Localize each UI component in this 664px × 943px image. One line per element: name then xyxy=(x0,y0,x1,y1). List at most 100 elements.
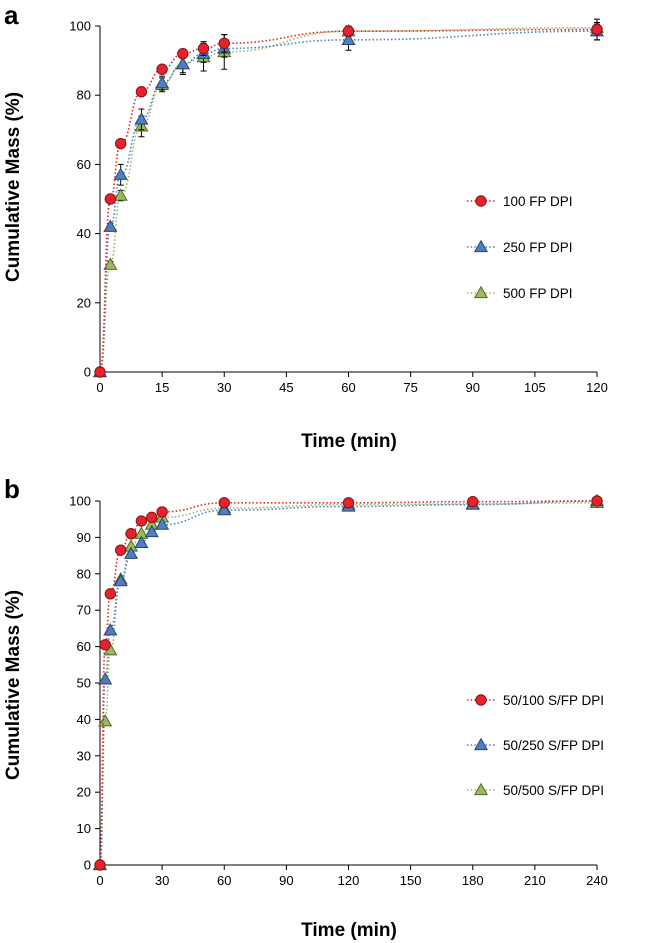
data-point xyxy=(115,137,127,150)
x-tick-label: 90 xyxy=(466,380,480,395)
legend-label: 500 FP DPI xyxy=(503,286,573,301)
y-tick-label: 0 xyxy=(84,858,91,873)
y-tick-label: 40 xyxy=(77,226,91,241)
x-tick-label: 210 xyxy=(524,873,546,888)
data-point xyxy=(113,167,128,180)
x-tick-label: 90 xyxy=(279,873,293,888)
x-tick-label: 0 xyxy=(96,380,103,395)
y-axis-title: Cumulative Mass (%) xyxy=(3,590,24,780)
y-tick-label: 20 xyxy=(77,785,91,800)
data-point xyxy=(115,544,127,556)
y-tick-label: 50 xyxy=(77,676,91,691)
data-point xyxy=(125,528,137,540)
legend-marker xyxy=(473,782,489,796)
x-tick-label: 120 xyxy=(338,873,360,888)
x-tick-label: 75 xyxy=(403,380,417,395)
y-tick-label: 80 xyxy=(77,566,91,581)
legend: 50/100 S/FP DPI 50/250 S/FP DPI 50/500 S/F… xyxy=(467,693,604,798)
legend-label: 100 FP DPI xyxy=(503,194,573,209)
data-point xyxy=(99,639,111,651)
data-point xyxy=(146,511,158,524)
y-tick-label: 70 xyxy=(77,603,91,618)
data-point xyxy=(341,32,356,45)
data-point xyxy=(591,495,603,507)
data-point xyxy=(218,37,230,49)
legend: 100 FP DPI 250 FP DPI 500 FP DPI xyxy=(467,194,573,301)
data-point xyxy=(591,23,603,36)
data-point xyxy=(175,56,190,70)
x-tick-label: 60 xyxy=(341,380,355,395)
x-tick-label: 15 xyxy=(155,380,169,395)
legend-marker xyxy=(475,195,487,207)
data-point xyxy=(177,47,189,60)
x-tick-label: 30 xyxy=(155,873,169,888)
axes: 0 30 60 90 120 150 180 210 240 0 10 20 30 40 50 60 70 80 9… xyxy=(69,494,608,889)
x-tick-label: 180 xyxy=(462,873,484,888)
y-axis-title: Cumulative Mass (%) xyxy=(3,92,24,282)
panel-a: a Cumulative Mass (%) Time (min) 0 15 30 45… xyxy=(3,0,608,452)
legend-label: 250 FP DPI xyxy=(503,240,573,255)
data-point xyxy=(144,524,159,538)
series-2 xyxy=(92,493,605,871)
legend-entry: 50/500 S/FP DPI xyxy=(467,782,604,798)
series-line xyxy=(99,502,598,866)
y-tick-label: 60 xyxy=(77,157,91,172)
data-point xyxy=(156,506,168,518)
data-point xyxy=(134,535,149,549)
data-point xyxy=(94,859,106,871)
y-tick-label: 90 xyxy=(77,530,91,545)
legend-entry: 50/100 S/FP DPI xyxy=(467,693,604,708)
legend-marker xyxy=(475,694,487,706)
data-point xyxy=(342,497,355,509)
data-point xyxy=(98,714,113,727)
y-tick-label: 0 xyxy=(84,365,91,380)
panel-letter-a: a xyxy=(4,0,19,30)
series-1 xyxy=(94,495,603,871)
data-point xyxy=(217,502,232,516)
y-tick-label: 100 xyxy=(69,494,91,509)
data-point xyxy=(113,573,128,587)
y-tick-label: 100 xyxy=(69,19,91,34)
x-tick-label: 240 xyxy=(586,873,608,888)
x-tick-label: 120 xyxy=(586,380,608,395)
x-tick-label: 105 xyxy=(524,380,546,395)
data-point xyxy=(124,546,139,559)
legend-label: 50/500 S/FP DPI xyxy=(503,783,604,798)
data-point xyxy=(104,193,117,205)
x-tick-label: 60 xyxy=(217,873,231,888)
y-tick-label: 40 xyxy=(77,712,91,727)
y-tick-label: 30 xyxy=(77,748,91,763)
legend-marker xyxy=(473,737,489,751)
data-point xyxy=(94,366,106,378)
legend-entry: 500 FP DPI xyxy=(467,285,573,301)
panel-b: b Cumulative Mass (%) Time (min) 0 30 60 90… xyxy=(3,474,608,941)
y-tick-label: 60 xyxy=(77,639,91,654)
data-point xyxy=(104,588,117,600)
x-tick-label: 30 xyxy=(217,380,231,395)
data-point xyxy=(155,75,170,89)
y-tick-label: 20 xyxy=(77,295,91,310)
x-tick-label: 150 xyxy=(400,873,422,888)
series-3 xyxy=(92,495,605,871)
data-point xyxy=(134,112,149,125)
x-tick-label: 0 xyxy=(96,873,103,888)
panel-letter-b: b xyxy=(4,474,20,504)
data-point xyxy=(113,188,128,201)
data-point xyxy=(342,25,355,37)
data-point xyxy=(135,515,148,527)
legend-marker xyxy=(473,285,489,299)
x-axis-title: Time (min) xyxy=(301,431,397,452)
data-point xyxy=(135,86,148,98)
series-line xyxy=(99,500,598,866)
legend-marker xyxy=(473,239,489,253)
legend-entry: 100 FP DPI xyxy=(467,194,573,209)
x-axis-title: Time (min) xyxy=(301,920,397,941)
x-tick-label: 45 xyxy=(279,380,293,395)
y-tick-label: 80 xyxy=(77,88,91,103)
legend-label: 50/250 S/FP DPI xyxy=(503,738,604,753)
y-tick-label: 10 xyxy=(77,821,91,836)
data-point xyxy=(467,496,479,508)
legend-label: 50/100 S/FP DPI xyxy=(503,693,604,708)
data-point xyxy=(197,42,210,55)
